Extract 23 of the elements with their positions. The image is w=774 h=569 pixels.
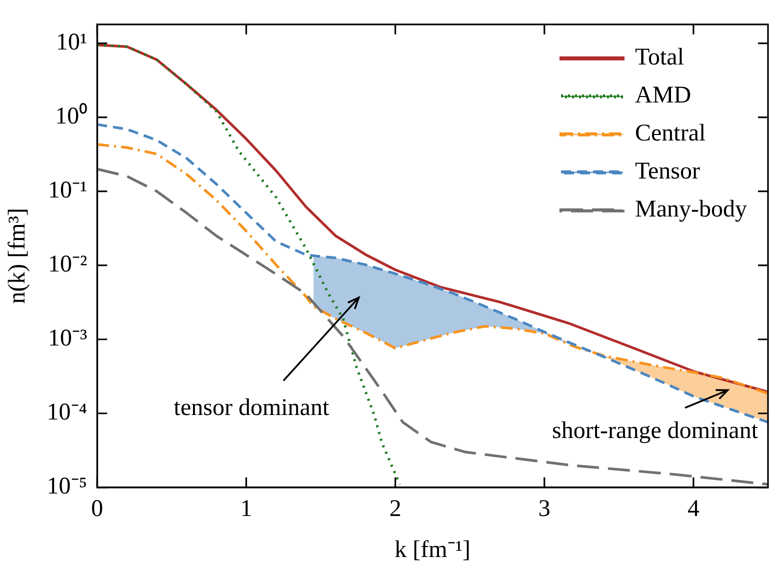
legend-label: Many-body bbox=[635, 196, 747, 223]
y-tick-label: 10⁻³ bbox=[48, 326, 88, 352]
legend-label: Total bbox=[635, 44, 684, 71]
x-tick-label: 2 bbox=[389, 496, 402, 522]
y-tick-label: 10⁻⁵ bbox=[46, 474, 88, 500]
y-tick-label: 10⁻¹ bbox=[48, 178, 88, 204]
y-tick-label: 10⁻² bbox=[48, 252, 88, 278]
x-tick-label: 1 bbox=[240, 496, 252, 522]
line-series bbox=[97, 143, 768, 395]
annotation: short-range dominant bbox=[552, 418, 758, 444]
y-tick-label: 10⁰ bbox=[55, 102, 88, 130]
legend-label: Tensor bbox=[635, 158, 700, 185]
x-tick-label: 3 bbox=[538, 496, 550, 522]
x-tick-label: 4 bbox=[687, 496, 700, 522]
x-axis-title: k [fm⁻¹] bbox=[394, 536, 471, 563]
y-tick-label: 10⁻⁴ bbox=[46, 400, 88, 426]
line-series bbox=[97, 44, 402, 486]
annotation: tensor dominant bbox=[174, 394, 330, 421]
legend-label: AMD bbox=[635, 82, 692, 109]
y-axis-title: n(k) [fm³] bbox=[4, 208, 31, 304]
legend-label: Central bbox=[635, 120, 706, 147]
y-tick-label: 10¹ bbox=[56, 30, 88, 56]
x-tick-label: 0 bbox=[91, 496, 104, 522]
